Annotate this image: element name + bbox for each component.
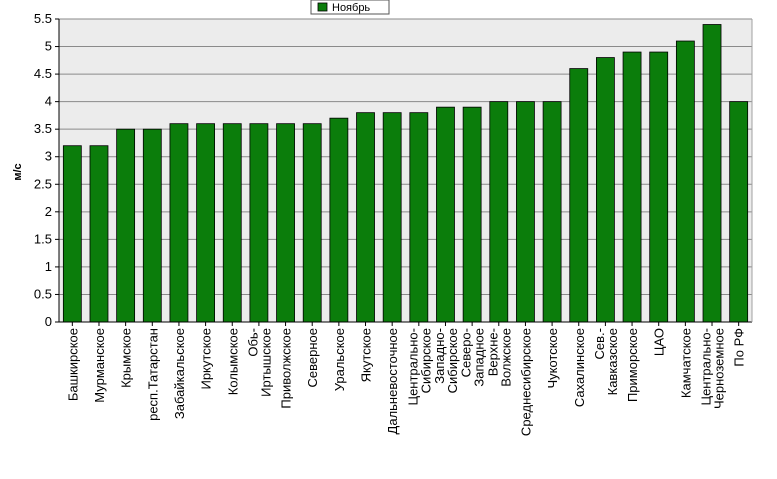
y-tick-label: 0 [45,314,52,329]
x-tick-label: Приморское [625,328,640,402]
x-tick-label: Среднесибирское [518,328,533,436]
bar [462,106,482,323]
x-tick-label: Западное [472,328,487,387]
x-tick-label: Камчатское [678,328,693,398]
x-tick-label: Сев.- [592,328,607,359]
x-tick-label: Иртышское [258,328,273,397]
x-tick-label: Сибирское [445,328,460,393]
legend-box [310,0,390,15]
y-tick-label: 4.5 [34,66,52,81]
bar [249,123,269,323]
bar [62,145,82,323]
bar [569,68,589,323]
x-tick-label: Крымское [119,328,134,388]
bar [329,117,349,323]
bar [729,101,749,323]
x-tick-label: Верхне- [485,328,500,376]
bar [702,24,722,323]
x-tick-label: Башкирское [65,328,80,401]
x-tick-label: Западно- [432,328,447,384]
x-tick-label: Северо- [459,328,474,377]
y-tick-label: 2.5 [34,176,52,191]
bar [302,123,322,323]
bar [89,145,109,323]
bar [116,128,136,323]
bar [596,57,615,323]
legend-swatch [317,2,328,12]
y-tick-label: 5.5 [34,11,52,26]
x-tick-label: Чукотское [545,328,560,389]
x-tick-label: Колымское [225,328,240,395]
bar [516,101,535,323]
bars [62,24,749,323]
bar [356,112,375,323]
y-tick-label: 0.5 [34,286,52,301]
bar [489,101,509,323]
bar [222,123,242,323]
y-ticks: 0 0.5 1 1.5 2 2.5 3 3.5 4 4.5 5 5.5 [34,11,59,329]
x-tick-label: Сибирское [418,328,433,393]
y-tick-label: 4 [45,94,52,109]
x-tick-label: По РФ [732,328,747,367]
x-tick-label: Сахалинское [572,328,587,407]
bar [276,123,295,323]
axes [58,19,753,323]
bar [436,106,455,323]
x-tick-label: Центрально- [405,328,420,406]
y-tick-label: 2 [45,204,52,219]
legend-series-label: Ноябрь [332,2,370,14]
x-tick-label: Дальневосточное [385,328,400,434]
x-tick-label: Уральское [332,328,347,391]
bar [142,128,162,323]
bar [409,112,429,323]
y-axis-label: м/с [12,163,24,180]
y-tick-label: 3.5 [34,121,52,136]
x-tick-label: ЦАО [652,328,667,356]
bar [649,51,669,323]
bar [382,112,402,323]
x-tick-label: Северное [305,328,320,387]
y-tick-label: 1 [45,259,52,274]
x-tick-label: Обь- [245,328,260,357]
bar [169,123,189,323]
y-tick-label: 1.5 [34,231,52,246]
x-tick-label: респ.Татарстан [145,328,160,421]
x-tick-label: Центрально- [699,328,714,406]
x-tick-label: Забайкальское [172,328,187,419]
bar [196,123,216,323]
x-tick-label: Якутское [359,328,374,382]
x-tick-label: Кавказское [605,328,620,395]
bar [675,40,695,323]
plot-area [59,19,752,322]
x-tick-label: Волжское [498,328,513,387]
y-tick-label: 5 [45,39,52,54]
x-ticks: Башкирское Мурманское Крымское респ.Татарст… [65,322,747,436]
y-tick-label: 3 [45,149,52,164]
bar [542,101,562,323]
legend: Ноябрь [310,0,390,15]
x-tick-label: Иркутское [199,328,214,390]
x-tick-label: Мурманское [92,328,107,403]
x-tick-label: Приволжское [279,328,294,409]
x-tick-label: Черноземное [712,328,727,409]
bar [622,51,642,323]
